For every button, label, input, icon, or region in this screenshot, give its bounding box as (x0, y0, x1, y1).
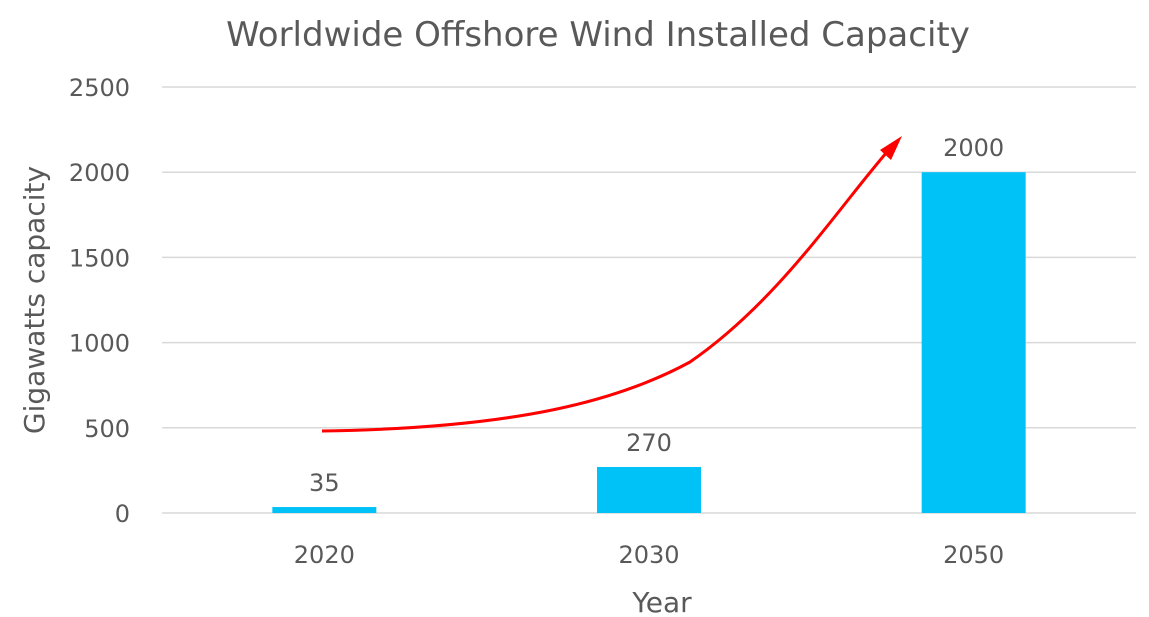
trend-arrow (321, 144, 895, 433)
y-tick-label: 500 (84, 415, 130, 443)
data-labels: 35 270 2000 (309, 134, 1004, 497)
y-tick-label: 2000 (69, 159, 130, 187)
x-axis-ticks: 2020 2030 2050 (294, 541, 1004, 569)
x-axis-title: Year (631, 586, 692, 617)
bars (272, 172, 1026, 513)
y-axis-title: Gigawatts capacity (18, 166, 51, 434)
x-tick-label: 2030 (618, 541, 679, 569)
data-label: 35 (309, 469, 340, 497)
y-tick-label: 1000 (69, 330, 130, 358)
data-label: 270 (626, 429, 672, 457)
x-tick-label: 2050 (943, 541, 1004, 569)
y-axis-ticks: 0 500 1000 1500 2000 2500 (69, 74, 130, 528)
trend-arrowhead (880, 136, 902, 160)
y-tick-label: 2500 (69, 74, 130, 102)
bar (921, 172, 1026, 513)
data-label: 2000 (943, 134, 1004, 162)
chart-title: Worldwide Offshore Wind Installed Capaci… (226, 15, 970, 55)
y-tick-label: 1500 (69, 244, 130, 272)
bar (272, 507, 377, 513)
x-tick-label: 2020 (294, 541, 355, 569)
bar (597, 466, 701, 513)
y-tick-label: 0 (115, 500, 130, 528)
